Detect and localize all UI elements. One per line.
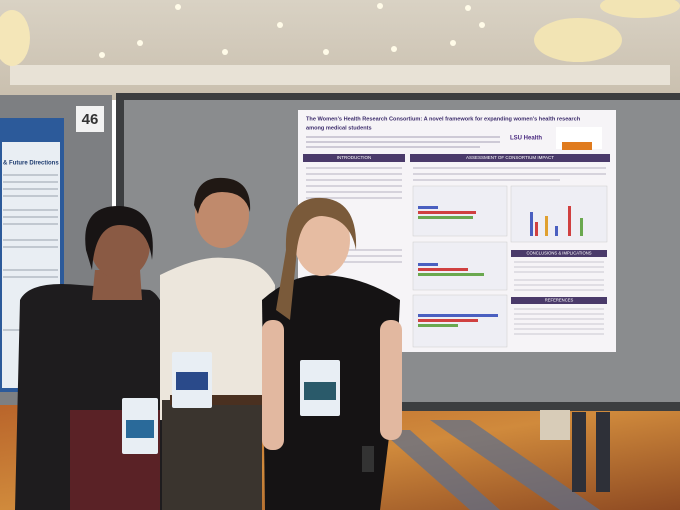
chandelier — [600, 0, 680, 18]
chandelier — [534, 18, 622, 62]
logo — [562, 142, 592, 150]
figure-columns — [530, 206, 583, 236]
poster-body-text — [306, 167, 606, 263]
section-header — [410, 154, 610, 162]
figure-bar — [418, 211, 476, 214]
poster-authors — [306, 136, 500, 148]
background-person — [540, 410, 570, 440]
section-title: INTRODUCTION — [337, 155, 372, 160]
figure-bar — [418, 324, 458, 327]
person — [15, 205, 170, 510]
section-title: CONCLUSIONS & IMPLICATIONS — [526, 251, 591, 256]
section-header — [303, 154, 405, 162]
left-poster-header — [0, 120, 62, 142]
carpet-pattern — [380, 420, 600, 510]
section-header — [511, 297, 607, 304]
ceiling-lights — [99, 3, 485, 58]
person — [160, 177, 275, 510]
poster-body-text — [514, 261, 604, 335]
chandelier — [0, 10, 30, 66]
section-title: ASSESSMENT OF CONSORTIUM IMPACT — [466, 155, 554, 160]
figure-bar — [418, 273, 484, 276]
figure-bar — [418, 263, 438, 266]
person — [262, 197, 402, 510]
poster-title: The Women's Health Research Consortium: … — [306, 116, 581, 122]
figure-bar — [418, 314, 498, 317]
institution: LSU Health — [510, 136, 542, 142]
background-person — [572, 412, 586, 492]
figure-bar — [418, 216, 473, 219]
section-header — [511, 250, 607, 257]
figure-bar — [418, 319, 478, 322]
background-person — [596, 412, 610, 492]
figure-bar — [418, 268, 468, 271]
figure-bar — [418, 206, 438, 209]
section-title: REFERENCES — [545, 298, 574, 303]
left-poster-heading: & Future Directions — [3, 161, 59, 167]
ceiling-band — [10, 65, 670, 85]
booth-sign — [76, 106, 104, 132]
poster-title: among medical students — [306, 125, 372, 131]
booth-number: 46 — [82, 111, 99, 128]
poster-figure — [510, 185, 608, 243]
